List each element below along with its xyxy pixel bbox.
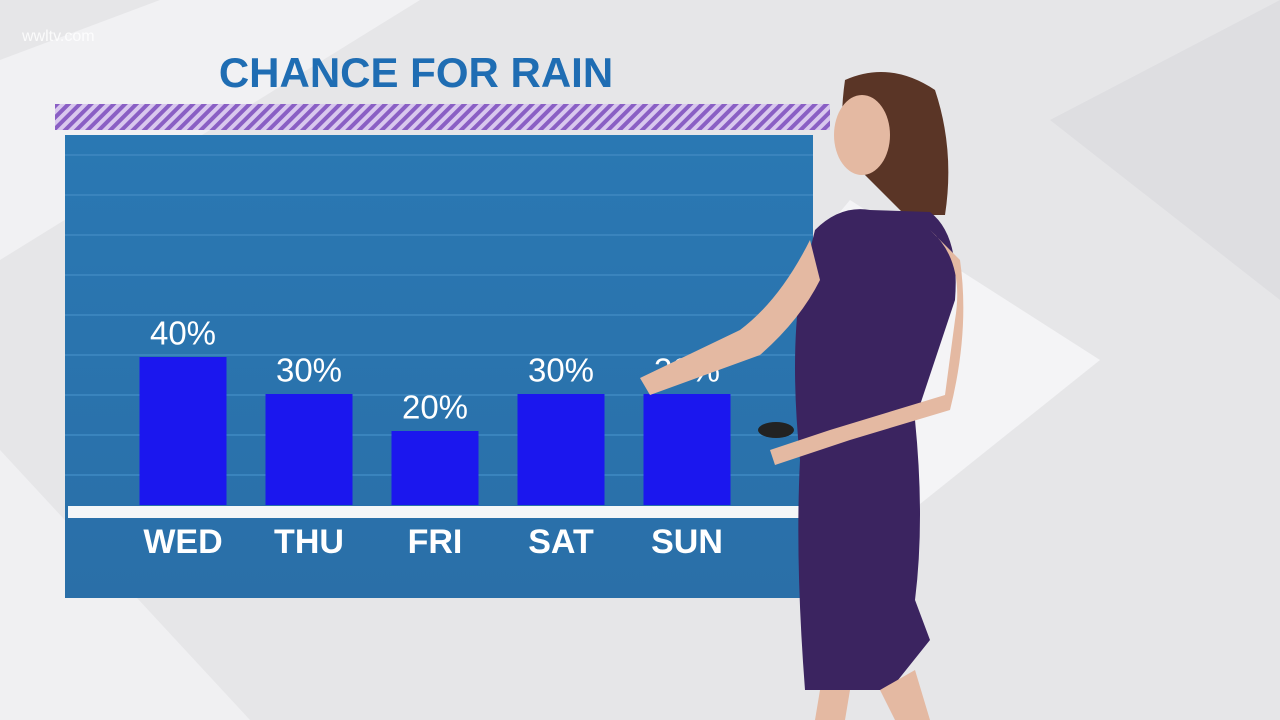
value-label: 20% (402, 389, 468, 426)
baseline (68, 506, 803, 518)
value-label: 30% (528, 352, 594, 389)
watermark: wwltv.com (21, 28, 95, 45)
category-label: THU (274, 523, 344, 561)
category-label: SUN (651, 523, 723, 561)
chart-title: CHANCE FOR RAIN (219, 49, 613, 96)
value-label: 30% (276, 352, 342, 389)
presenter (640, 72, 964, 720)
value-label: 40% (150, 315, 216, 352)
category-label: WED (143, 523, 222, 561)
bar (391, 431, 479, 505)
category-label: FRI (408, 523, 463, 561)
bar (139, 357, 227, 505)
bg-shape (1050, 0, 1280, 300)
category-label: SAT (528, 523, 594, 561)
bar (265, 394, 353, 505)
title-band (55, 104, 830, 130)
bar (517, 394, 605, 505)
bar (643, 394, 731, 505)
